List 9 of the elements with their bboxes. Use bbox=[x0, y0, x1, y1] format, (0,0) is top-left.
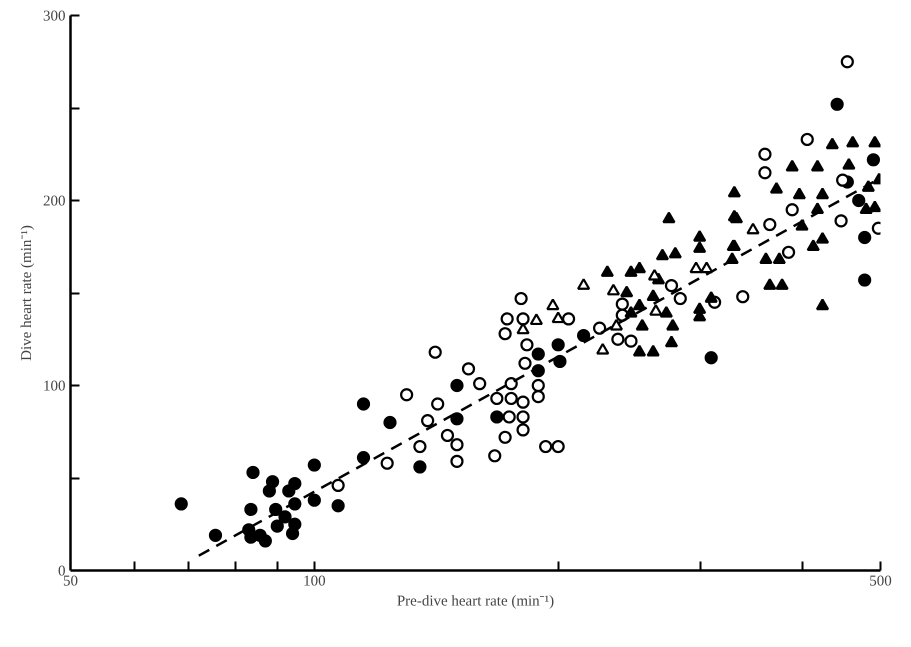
y-tick-label: 0 bbox=[58, 564, 66, 580]
x-tick-label: 500 bbox=[869, 574, 892, 590]
y-axis-title: Dive heart rate (min⁻¹) bbox=[19, 225, 35, 361]
x-tick-label: 50 bbox=[63, 574, 78, 590]
y-tick-label: 300 bbox=[43, 8, 66, 24]
x-axis-title: Pre-dive heart rate (min⁻¹) bbox=[396, 594, 554, 610]
y-tick-label: 200 bbox=[43, 194, 66, 210]
x-tick-label: 100 bbox=[303, 574, 326, 590]
y-tick-label: 100 bbox=[43, 378, 66, 394]
